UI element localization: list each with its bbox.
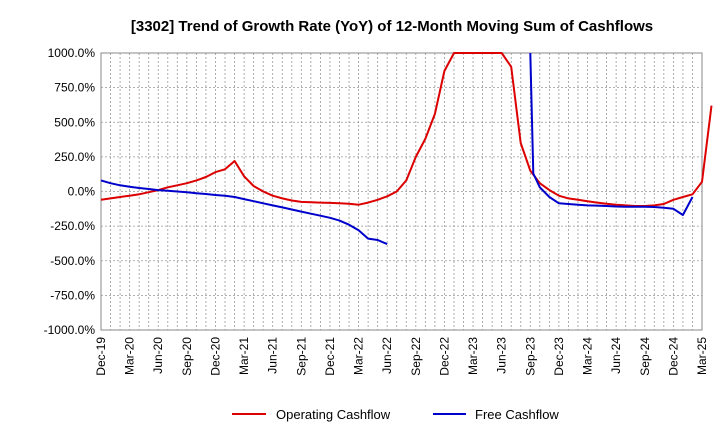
y-tick-label: -250.0% — [50, 219, 95, 233]
x-tick-label: Jun-23 — [495, 337, 509, 374]
y-tick-label: 500.0% — [54, 115, 95, 129]
legend: Operating Cashflow Free Cashflow — [232, 407, 559, 422]
y-tick-label: -750.0% — [50, 288, 95, 302]
series-line-free-cashflow — [529, 52, 694, 216]
x-tick-label: Jun-20 — [151, 337, 165, 374]
x-tick-label: Dec-23 — [552, 337, 566, 376]
x-tick-label: Dec-22 — [437, 337, 451, 376]
x-tick-label: Mar-25 — [695, 337, 709, 375]
x-tick-label: Jun-24 — [609, 337, 623, 374]
x-tick-label: Mar-23 — [466, 337, 480, 375]
x-tick-label: Dec-21 — [323, 337, 337, 376]
legend-label-operating: Operating Cashflow — [276, 407, 391, 422]
series-layer — [100, 52, 713, 246]
x-tick-label: Mar-22 — [352, 337, 366, 375]
series-line-free-cashflow — [100, 179, 388, 246]
x-tick-label: Sep-22 — [409, 337, 423, 376]
y-tick-label: -1000.0% — [44, 323, 96, 337]
x-tick-label: Sep-21 — [294, 337, 308, 376]
series-line-operating-cashflow — [100, 52, 713, 207]
x-tick-label: Jun-21 — [266, 337, 280, 374]
x-tick-label: Sep-20 — [180, 337, 194, 376]
y-tick-label: -500.0% — [50, 254, 95, 268]
y-axis-ticks: 1000.0% 750.0% 500.0% 250.0% 0.0% -250.0% -500… — [44, 46, 96, 337]
x-tick-label: Mar-21 — [237, 337, 251, 375]
y-tick-label: 750.0% — [54, 81, 95, 95]
y-tick-label: 0.0% — [68, 185, 96, 199]
x-tick-label: Sep-24 — [638, 337, 652, 376]
x-axis-ticks: Dec-19 Mar-20 Jun-20 Sep-20 Dec-20 Mar-21 Jun-… — [94, 337, 709, 376]
x-tick-label: Dec-19 — [94, 337, 108, 376]
grid-layer — [100, 52, 703, 331]
chart-title: [3302] Trend of Growth Rate (YoY) of 12-… — [131, 18, 653, 35]
plot-frame — [100, 52, 703, 331]
y-tick-label: 1000.0% — [48, 46, 96, 60]
x-tick-label: Mar-20 — [123, 337, 137, 375]
y-tick-label: 250.0% — [54, 150, 95, 164]
legend-label-free: Free Cashflow — [475, 407, 559, 422]
x-tick-label: Mar-24 — [581, 337, 595, 375]
x-tick-label: Sep-23 — [523, 337, 537, 376]
x-tick-label: Jun-22 — [380, 337, 394, 374]
x-tick-label: Dec-20 — [208, 337, 222, 376]
x-tick-label: Dec-24 — [666, 337, 680, 376]
